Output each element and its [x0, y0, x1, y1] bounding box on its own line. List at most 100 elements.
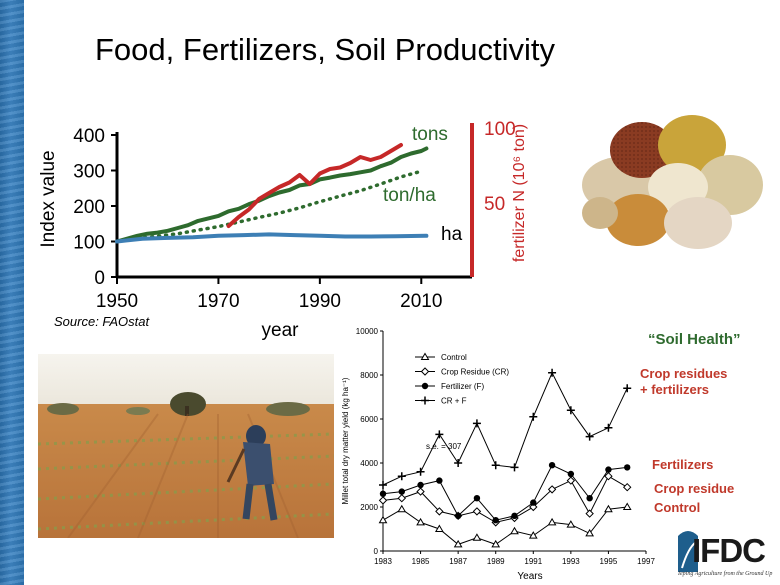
small-point-fertilizer-f	[605, 466, 612, 473]
series-label: ha	[441, 224, 463, 245]
x-tick-label: 1970	[197, 291, 239, 312]
small-point-fertilizer-f	[473, 495, 481, 502]
small-point-fertilizer-f	[436, 477, 443, 484]
small-point-cr-f	[529, 412, 538, 421]
small-point-crop-residue-cr	[416, 487, 425, 496]
right-axis-label: fertilizer N (10⁶ ton)	[511, 124, 528, 262]
series-line-tons	[115, 146, 429, 244]
small-point-control	[622, 502, 632, 510]
grain-pile-image	[582, 115, 763, 249]
y-axis-label: Index value	[38, 150, 59, 247]
small-point-control	[510, 526, 519, 535]
small-point-crop-residue-cr	[397, 493, 406, 503]
small-x-tick-label: 1989	[487, 557, 505, 566]
legend-marker	[421, 382, 429, 390]
small-point-crop-residue-cr	[604, 471, 613, 481]
small-point-cr-f	[510, 463, 519, 472]
label-crop-residues-fertilizers: Crop residues + fertilizers	[640, 366, 728, 397]
small-point-fertilizer-f	[398, 488, 405, 495]
y-tick-label: 0	[94, 268, 105, 289]
logo-tagline: Ieping Agriculture from the Ground Up	[678, 571, 773, 577]
small-point-control	[604, 504, 613, 513]
x-axis-label: year	[262, 320, 300, 341]
small-point-control	[566, 520, 576, 528]
small-point-cr-f	[623, 384, 632, 393]
small-point-control	[528, 531, 538, 539]
small-point-cr-f	[604, 423, 613, 432]
legend-marker	[420, 352, 430, 360]
y-tick-label: 400	[73, 126, 105, 147]
small-point-fertilizer-f	[492, 517, 499, 524]
label-control: Control	[654, 500, 701, 515]
small-point-control	[416, 517, 425, 526]
small-point-crop-residue-cr	[378, 496, 388, 505]
small-x-tick-label: 1987	[449, 557, 467, 566]
small-point-control	[453, 539, 463, 548]
small-point-cr-f	[379, 481, 387, 489]
legend-marker	[421, 396, 429, 405]
small-point-crop-residue-cr	[623, 482, 632, 492]
small-x-tick-label: 1991	[524, 557, 542, 566]
legend-marker	[420, 367, 430, 376]
small-y-axis-label: Millet total dry matter yield (kg ha⁻¹)	[341, 377, 350, 504]
label-crop-residue: Crop residue	[654, 481, 735, 496]
small-y-tick-label: 6000	[360, 415, 378, 424]
label-fertilizers: Fertilizers	[652, 457, 714, 472]
y-tick-label: 200	[73, 197, 105, 218]
small-y-tick-label: 8000	[360, 371, 378, 380]
small-x-axis-label: Years	[517, 571, 542, 582]
small-y-tick-label: 2000	[360, 503, 378, 512]
small-point-cr-f	[435, 430, 444, 439]
se-annotation: s.e. = 307	[426, 442, 462, 451]
small-point-cr-f	[585, 432, 594, 441]
small-point-cr-f	[397, 472, 406, 481]
x-tick-label: 2010	[400, 291, 442, 312]
small-x-tick-label: 1997	[637, 557, 655, 566]
y-tick-label: 300	[73, 162, 105, 183]
small-series-line-crop-residue-cr	[382, 475, 628, 523]
small-point-cr-f	[472, 419, 481, 428]
legend-entry: Control	[441, 353, 467, 362]
small-point-fertilizer-f	[586, 495, 593, 502]
small-point-fertilizer-f	[454, 512, 462, 519]
legend-entry: Crop Residue (CR)	[441, 368, 509, 377]
small-y-tick-label: 10000	[356, 327, 379, 336]
soil-health-label: “Soil Health”	[648, 331, 741, 348]
small-point-control	[585, 528, 595, 537]
legend-entry: CR + F	[441, 397, 467, 406]
slide-title: Food, Fertilizers, Soil Productivity	[95, 32, 555, 67]
small-point-cr-f	[491, 461, 500, 470]
ifdc-logo: IFDC Ieping Agriculture from the Ground …	[676, 526, 780, 585]
logo-text: IFDC	[692, 532, 766, 569]
small-x-tick-label: 1995	[600, 557, 618, 566]
series-line-ton-ha	[115, 169, 424, 244]
small-point-control	[434, 524, 444, 532]
small-point-fertilizer-f	[379, 490, 387, 497]
small-point-fertilizer-f	[567, 470, 575, 478]
small-point-fertilizer-f	[548, 462, 556, 469]
small-point-control	[547, 517, 557, 526]
x-tick-label: 1990	[299, 291, 341, 312]
small-series-line-fertilizer-f	[382, 464, 628, 521]
small-point-control	[491, 539, 501, 548]
series-label: tons	[412, 124, 448, 145]
small-series-line-cr-f	[382, 371, 628, 486]
small-point-crop-residue-cr	[566, 476, 576, 485]
small-point-crop-residue-cr	[435, 507, 444, 516]
small-point-control	[378, 515, 388, 524]
small-point-cr-f	[566, 406, 575, 415]
series-line-fertilizer-n	[226, 143, 403, 228]
series-line-ha	[115, 232, 429, 244]
source-note: Source: FAOstat	[54, 314, 150, 329]
small-y-tick-label: 4000	[360, 459, 378, 468]
right-tick-label: 100	[484, 119, 516, 140]
field-photo	[38, 354, 334, 538]
small-x-tick-label: 1985	[412, 557, 430, 566]
right-tick-label: 50	[484, 194, 505, 215]
left-decorative-bar	[0, 0, 24, 585]
small-point-cr-f	[548, 368, 557, 377]
small-y-tick-label: 0	[374, 547, 379, 556]
small-point-control	[397, 504, 407, 513]
